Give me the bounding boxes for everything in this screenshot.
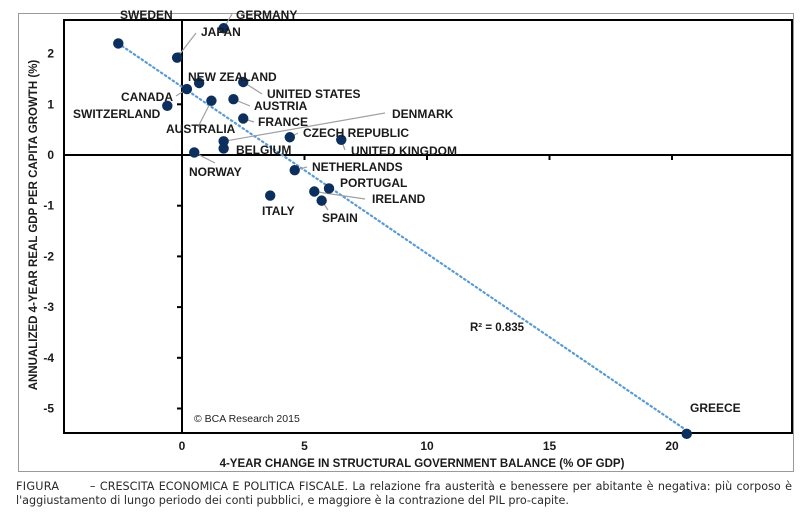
credit-label: © BCA Research 2015 (194, 413, 300, 425)
data-points (113, 23, 692, 440)
label-czech-republic: CZECH REPUBLIC (303, 126, 409, 140)
label-germany: GERMANY (236, 8, 297, 22)
y-tick-label: 1 (47, 97, 54, 111)
point-new-zealand (193, 77, 205, 89)
point-norway (189, 147, 200, 158)
label-canada: CANADA (121, 90, 173, 104)
y-tick-label: -4 (43, 351, 54, 365)
label-switzerland: SWITZERLAND (73, 107, 161, 121)
label-spain: SPAIN (322, 211, 358, 225)
scatter-chart: 0 5 10 15 20 210-1-2-3-4-5 SWEDEN GERMANYJAPA… (28, 8, 793, 470)
label-united-states: UNITED STATES (267, 87, 361, 101)
point-canada (181, 83, 193, 95)
label-norway: NORWAY (189, 165, 242, 179)
tick-marks (177, 52, 673, 410)
y-tick-label: 2 (47, 47, 54, 61)
y-tick-label: -3 (43, 300, 54, 314)
r-squared-label: R² = 0.835 (470, 322, 525, 334)
point-germany (218, 23, 229, 34)
point-switzerland (162, 100, 173, 112)
y-axis-title: ANNUALIZED 4-YEAR REAL GDP PER CAPITA GR… (28, 60, 40, 391)
label-italy: ITALY (262, 204, 295, 218)
point-japan (171, 52, 183, 63)
label-japan: JAPAN (201, 25, 241, 39)
plot-area (63, 19, 793, 434)
point-sweden (113, 38, 124, 49)
x-tick-label: 10 (420, 439, 434, 453)
x-tick-label: 5 (301, 439, 308, 453)
point-spain (316, 195, 327, 206)
point-australia (206, 95, 217, 106)
x-axis-title: 4-YEAR CHANGE IN STRUCTURAL GOVERNMENT B… (220, 458, 625, 470)
label-australia: AUSTRALIA (166, 122, 236, 136)
point-united-states (238, 76, 249, 88)
point-portugal (323, 183, 335, 194)
leader-denmark (223, 112, 386, 142)
x-tick-label: 15 (543, 439, 557, 453)
point-france (238, 113, 249, 124)
trendline (117, 42, 686, 430)
point-austria (228, 94, 239, 105)
label-sweden: SWEDEN (120, 8, 173, 22)
y-tick-label: -5 (43, 402, 54, 416)
point-greece (681, 428, 692, 440)
caption-text: – CRESCITA ECONOMICA E POLITICA FISCALE.… (16, 480, 792, 507)
point-belgium (218, 143, 229, 154)
point-netherlands (289, 165, 300, 176)
chart-frame (18, 13, 794, 472)
y-tick-labels: 2 1 0 -1 -2 -3 -4 -5 (43, 47, 54, 416)
label-portugal: PORTUGAL (340, 176, 407, 190)
figure-caption: FIGURA – CRESCITA ECONOMICA E POLITICA F… (16, 480, 792, 508)
country-labels: SWEDEN GERMANY JAPAN NEW ZEALAND CANADA UNITE… (73, 8, 741, 415)
point-ireland (309, 186, 320, 197)
label-belgium: BELGIUM (236, 143, 291, 157)
label-netherlands: NETHERLANDS (312, 160, 403, 174)
label-austria: AUSTRIA (254, 99, 308, 113)
y-tick-label: 0 (47, 148, 54, 162)
x-tick-labels: 0 5 10 15 20 (179, 439, 679, 453)
y-tick-label: -2 (43, 249, 54, 263)
label-united-kingdom: UNITED KINGDOM (351, 144, 457, 158)
x-tick-label: 0 (179, 439, 186, 453)
y-tick-label: -1 (43, 199, 54, 213)
label-denmark: DENMARK (392, 107, 454, 121)
label-ireland: IRELAND (372, 192, 426, 206)
x-tick-label: 20 (665, 439, 679, 453)
label-greece: GREECE (690, 401, 741, 415)
point-czech-republic (284, 132, 295, 143)
point-united-kingdom (336, 134, 347, 145)
caption-label: FIGURA (16, 480, 60, 493)
label-new-zealand: NEW ZEALAND (188, 70, 277, 84)
label-france: FRANCE (258, 115, 308, 129)
leader-ireland (314, 190, 366, 200)
point-italy (265, 190, 276, 201)
